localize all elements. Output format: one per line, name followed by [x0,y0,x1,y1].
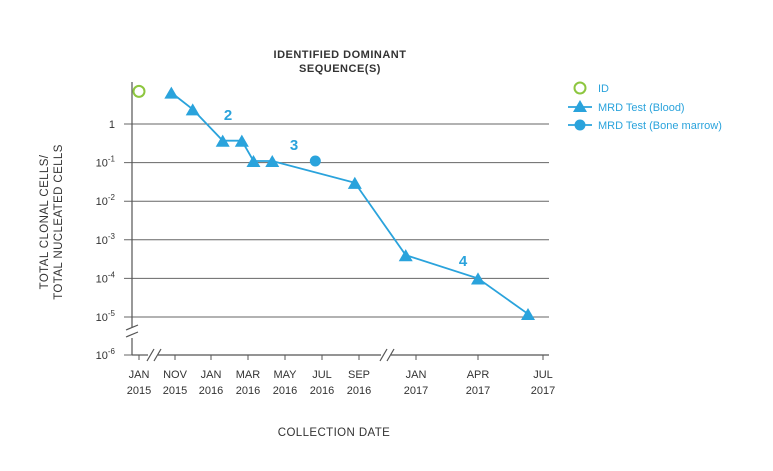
x-tick-year: 2016 [310,385,334,397]
x-axis-break-mark [379,348,388,362]
grid-lines [124,123,549,356]
x-tick-month: JAN [406,369,427,381]
y-tick-label: 10-4 [96,270,116,285]
blood-test-point [398,249,413,262]
blood-test-line [170,91,529,315]
legend: ID MRD Test (Blood) MRD Test (Bone marrow) [568,81,722,132]
y-axis-break-mark [125,324,139,331]
x-tick-year: 2017 [466,385,490,397]
chart-title: IDENTIFIED DOMINANT [274,49,407,61]
legend-label: MRD Test (Blood) [598,102,685,114]
legend-label: MRD Test (Bone marrow) [598,120,722,132]
x-tick-month: SEP [348,369,370,381]
annotations: 2 3 4 [224,107,468,270]
sequence-annotation: 3 [290,137,298,154]
blood-test-point [185,103,200,116]
y-tick-label: 10-6 [96,347,116,362]
x-tick-month: JAN [201,369,222,381]
legend-circle-icon [574,119,586,131]
x-tick-year: 2015 [163,385,187,397]
series-layer [132,84,535,320]
x-tick-year: 2015 [127,385,151,397]
x-axis-break-mark [146,348,155,362]
legend-id-icon [573,81,587,95]
bone-marrow-point [309,155,321,167]
x-tick-month: MAY [273,369,297,381]
sequence-annotation: 4 [459,253,468,270]
id-point [132,84,146,98]
blood-test-point [164,86,179,99]
blood-test-point [471,272,485,285]
blood-test-point [246,155,261,168]
blood-test-point [265,155,280,168]
x-tick-year: 2017 [531,385,555,397]
x-tick-month: MAR [236,369,261,381]
x-axis-break-mark [153,348,162,362]
y-axis-break-mark [125,331,139,338]
sequence-annotation: 2 [224,107,232,124]
y-axis-title: TOTAL CLONAL CELLS/ [39,154,51,289]
x-tick-month: APR [467,369,490,381]
blood-test-point [215,134,230,147]
y-tick-label: 10-2 [96,193,116,208]
y-axis-title: TOTAL NUCLEATED CELLS [53,144,65,300]
x-tick-month: JUL [312,369,332,381]
x-axis-title: COLLECTION DATE [278,427,391,439]
tick-labels: 1 10-1 10-2 10-3 10-4 10-5 10-6 JAN 2015 NOV 2015 J… [96,119,556,397]
y-tick-label: 1 [109,119,115,131]
x-tick-year: 2016 [273,385,297,397]
axes [125,82,549,362]
y-tick-label: 10-1 [96,155,116,170]
y-tick-label: 10-3 [96,232,116,247]
x-axis-break-mark [386,348,395,362]
y-tick-label: 10-5 [96,309,116,324]
x-tick-month: NOV [163,369,188,381]
x-tick-year: 2017 [404,385,428,397]
titles: IDENTIFIED DOMINANT SEQUENCE(S) COLLECTION… [39,49,406,439]
legend-label: ID [598,83,609,95]
x-tick-year: 2016 [236,385,260,397]
chart-title: SEQUENCE(S) [299,63,381,75]
x-tick-year: 2016 [199,385,223,397]
blood-test-point [521,307,535,320]
blood-test-point [347,176,362,189]
x-tick-year: 2016 [347,385,371,397]
x-tick-month: JUL [533,369,553,381]
x-tick-month: JAN [129,369,150,381]
legend-triangle-icon [573,100,587,112]
blood-test-point [234,134,249,147]
